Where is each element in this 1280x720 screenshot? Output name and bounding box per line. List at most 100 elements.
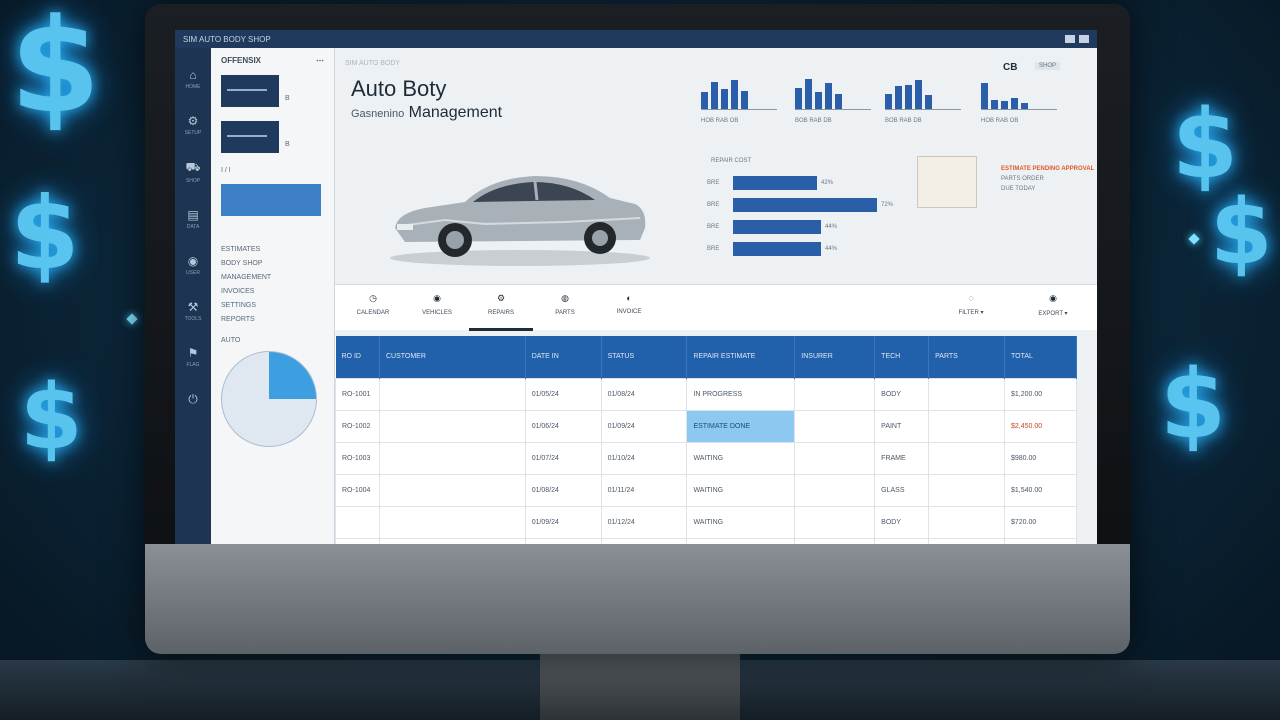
more-icon[interactable]: ⋯ — [316, 56, 324, 65]
monitor-chin — [145, 544, 1130, 654]
column-header[interactable]: RO ID — [335, 336, 380, 378]
table-cell: PAINT — [874, 409, 930, 443]
table-cell: 01/07/24 — [524, 441, 602, 475]
window-controls — [1065, 35, 1089, 43]
column-header[interactable]: TOTAL — [1004, 336, 1077, 378]
chart-icon: ▤ — [187, 208, 199, 222]
rail-item-label: HOME — [185, 84, 201, 90]
rail-item-label: TOOLS — [184, 316, 202, 322]
table-cell: GLASS — [874, 473, 930, 507]
table-cell — [378, 441, 526, 475]
close-button[interactable] — [1079, 35, 1089, 43]
car-tab-icon: ◉ — [433, 292, 441, 303]
mini-chart-label: BOB RAB DB — [885, 118, 922, 124]
hbar-value: 44% — [825, 246, 838, 252]
nav-block-2[interactable] — [221, 121, 279, 153]
hero-section: SIM AUTO BODY Auto Boty Gasnenino Manage… — [335, 48, 1097, 284]
table-cell — [794, 441, 876, 475]
tab-parts[interactable]: ◍ PARTS — [533, 285, 597, 331]
tab-invoice[interactable]: ◐ INVOICE — [597, 285, 661, 331]
left-panel: OFFENSIX ⋯ B B I / I ESTIMATES BODY SHOP M… — [211, 48, 335, 544]
minimize-button[interactable] — [1065, 35, 1075, 43]
table-row[interactable]: RO-1003 01/07/24 01/10/24 WAITING FRAME $980.… — [335, 441, 1077, 475]
rail-item[interactable]: ⚒ TOOLS — [185, 300, 202, 322]
monitor: SIM AUTO BODY SHOP ⌂ HOME ⚙ SETUP ⛟ SHOP ▤ DATA… — [145, 4, 1130, 654]
panel-menu-item[interactable]: SETTINGS — [221, 302, 257, 309]
table-cell — [378, 537, 526, 544]
mini-chart-bar — [905, 85, 912, 109]
subtitle-main: Management — [408, 104, 503, 121]
table-row[interactable]: RO-1002 01/06/24 01/09/24 ESTIMATE DONE PAIN… — [335, 409, 1077, 443]
panel-menu-item[interactable]: MANAGEMENT — [221, 274, 272, 281]
table-cell: $3,100.00 — [1004, 537, 1077, 544]
rail-item-label: USER — [186, 270, 200, 276]
rail-item[interactable]: ◉ USER — [186, 254, 200, 276]
table-cell: $1,200.00 — [1004, 377, 1077, 411]
tab-label: CALENDAR — [356, 309, 390, 316]
hbar-chart-title: REPAIR COST — [711, 158, 752, 164]
table-row[interactable]: 01/09/24 01/12/24 WAITING BODY $720.00 — [335, 505, 1077, 539]
mini-chart-label: HOB RAB OB — [701, 118, 739, 124]
table-cell — [378, 473, 526, 507]
panel-menu-item[interactable]: REPORTS — [221, 316, 255, 323]
panel-menu-item[interactable]: ESTIMATES — [221, 246, 261, 253]
selected-nav-item[interactable] — [221, 184, 321, 216]
nav-block-row: B — [221, 121, 324, 167]
rail-item[interactable]: ⏻ — [188, 392, 198, 409]
table-cell: 01/12/24 — [600, 505, 688, 539]
app-name: SIM AUTO BODY SHOP — [183, 34, 271, 44]
hbar-row: BRE 72% — [707, 198, 893, 212]
hbar-label: BRE — [707, 202, 720, 208]
panel-menu-item[interactable]: INVOICES — [221, 288, 255, 295]
wrench-icon: ⚙ — [496, 292, 506, 303]
rail-item[interactable]: ▤ DATA — [187, 208, 200, 230]
mini-chart-bar — [981, 83, 988, 109]
action-export[interactable]: ◉ EXPORT ▾ — [1021, 285, 1085, 331]
brand-tag[interactable]: SHOP — [1035, 62, 1061, 70]
column-header[interactable]: PARTS — [928, 336, 1005, 378]
mini-chart-label: BOB RAB DB — [795, 118, 832, 124]
table-cell: 01/09/24 — [600, 409, 688, 443]
tab-label: REPAIRS — [488, 309, 514, 316]
mini-chart: HOB RAB OB — [981, 78, 1057, 138]
document-thumbnail[interactable] — [917, 156, 977, 208]
table-cell: BODY — [874, 505, 930, 539]
hbar-label: BRE — [707, 224, 720, 230]
mini-chart-bar — [721, 89, 728, 109]
panel-menu-item[interactable]: BODY SHOP — [221, 260, 263, 267]
rail-item[interactable]: ⛟ SHOP — [185, 160, 200, 184]
rail-item[interactable]: ⚑ FLAG — [186, 346, 199, 368]
table-cell: $720.00 — [1004, 505, 1077, 539]
gear-icon: ⚙ — [187, 114, 199, 128]
column-header[interactable]: INSURER — [794, 336, 876, 378]
mini-chart-bars — [795, 78, 871, 110]
table-cell — [794, 505, 876, 539]
column-header[interactable]: TECH — [874, 336, 930, 378]
dial-caption: AUTO — [221, 337, 241, 344]
rail-item[interactable]: ⚙ SETUP — [185, 114, 202, 136]
rail-item[interactable]: ⌂ HOME — [186, 68, 201, 90]
tool-icon: ⚒ — [187, 300, 199, 314]
sparkle-icon — [126, 313, 138, 325]
tab-repairs[interactable]: ⚙ REPAIRS — [469, 285, 533, 331]
icon-rail: ⌂ HOME ⚙ SETUP ⛟ SHOP ▤ DATA ◉ USER ⚒ TOOLS ⚑ FLAG ⏻ — [175, 48, 211, 544]
action-filter[interactable]: ◌ FILTER ▾ — [939, 285, 1003, 331]
table-cell — [794, 473, 876, 507]
table-cell: RO-1002 — [335, 409, 380, 443]
column-header[interactable]: DATE IN — [525, 336, 602, 378]
alert-line: PARTS ORDER — [1001, 176, 1044, 182]
column-header[interactable]: STATUS — [601, 336, 688, 378]
panel-title: OFFENSIX — [221, 56, 262, 65]
column-header[interactable]: REPAIR ESTIMATE — [686, 336, 796, 378]
tab-calendar[interactable]: ◷ CALENDAR — [341, 285, 405, 331]
column-header[interactable]: CUSTOMER — [379, 336, 526, 378]
hbar-value: 44% — [825, 224, 838, 230]
parts-icon: ◍ — [561, 292, 569, 303]
table-row[interactable]: RO-1001 01/05/24 01/08/24 IN PROGRESS BODY $1… — [335, 377, 1077, 411]
table-cell: $1,540.00 — [1004, 473, 1077, 507]
table-cell — [378, 409, 526, 443]
table-row[interactable]: RO-1004 01/08/24 01/11/24 WAITING GLASS $1,54… — [335, 473, 1077, 507]
nav-block-1[interactable] — [221, 75, 279, 107]
tab-vehicles[interactable]: ◉ VEHICLES — [405, 285, 469, 331]
